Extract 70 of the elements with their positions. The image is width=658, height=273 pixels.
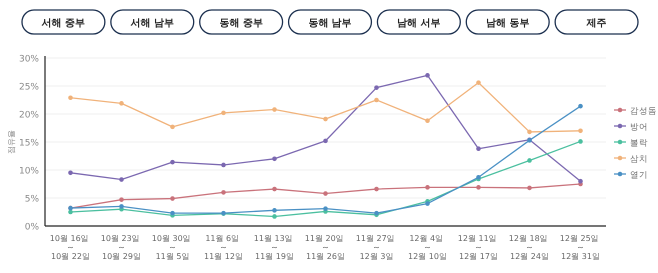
point [272, 214, 277, 219]
point [578, 128, 583, 134]
point [578, 178, 583, 184]
point [476, 80, 481, 85]
point [374, 98, 379, 102]
point [68, 95, 73, 100]
y-tick-label: 0% [24, 222, 40, 232]
point [68, 170, 73, 176]
y-tick-label: 5% [24, 194, 40, 204]
point [527, 130, 532, 134]
y-tick-label: 15% [18, 138, 40, 148]
point [323, 138, 328, 144]
tab: 동해 남부 [288, 9, 372, 35]
point [323, 191, 328, 196]
point [119, 204, 124, 209]
point [476, 146, 481, 152]
tab: 동해 중부 [199, 9, 284, 35]
legend-label: 감성돔 [630, 106, 657, 116]
y-tick-label: 20% [18, 110, 40, 120]
tab: 제주 [554, 9, 639, 35]
point [578, 139, 583, 144]
x-tick-label: 10월 23일 ~ 10월 29일 [100, 234, 142, 261]
point [119, 101, 124, 106]
point [221, 110, 226, 116]
point [527, 158, 532, 163]
x-tick-label: 10월 16일 ~ 10월 22일 [50, 234, 92, 261]
point [272, 208, 277, 213]
x-tick-label: 11월 20일 ~ 11월 26일 [304, 234, 346, 261]
point [425, 73, 430, 78]
point [170, 160, 175, 164]
point [272, 107, 277, 112]
point [119, 197, 124, 202]
tab: 남해 동부 [466, 9, 550, 35]
legend-label: 방어 [630, 122, 648, 132]
x-tick-label: 11월 27일 ~ 12월 3일 [356, 234, 398, 261]
x-tick-label: 12월 18일 ~ 12월 24일 [508, 234, 550, 261]
point [425, 185, 430, 190]
point [170, 210, 175, 216]
point [170, 196, 175, 201]
point [221, 190, 226, 195]
point [476, 185, 481, 190]
legend-label: 열기 [630, 170, 648, 180]
point [374, 85, 379, 90]
y-axis-title: 점유율 [7, 130, 16, 154]
point [272, 186, 277, 192]
tab: 서해 남부 [110, 9, 194, 35]
point [221, 162, 226, 168]
point [425, 118, 430, 124]
x-tick-label: 11월 13일 ~ 11월 19일 [254, 234, 296, 261]
point [527, 186, 532, 190]
point [323, 116, 328, 122]
point [578, 104, 583, 108]
x-tick-label: 11월 6일 ~ 11월 12일 [204, 234, 243, 261]
tab: 남해 서부 [376, 9, 461, 35]
tab: 서해 중부 [21, 9, 106, 35]
y-tick-label: 30% [18, 54, 40, 64]
x-tick-label: 10월 30일 ~ 11월 5일 [152, 234, 194, 261]
x-tick-label: 12월 11일 ~ 12월 17일 [458, 234, 500, 261]
point [374, 186, 379, 192]
point [68, 210, 73, 214]
point [119, 177, 124, 182]
x-tick-label: 12월 25일 ~ 12월 31일 [560, 234, 602, 261]
legend-label: 볼락 [630, 138, 648, 148]
y-tick-label: 25% [18, 82, 40, 92]
y-tick-label: 10% [18, 166, 40, 176]
legend-label: 삼치 [630, 154, 648, 164]
x-tick-label: 12월 4일 ~ 12월 10일 [408, 234, 447, 261]
point [272, 156, 277, 162]
point [170, 124, 175, 130]
point [323, 206, 328, 211]
